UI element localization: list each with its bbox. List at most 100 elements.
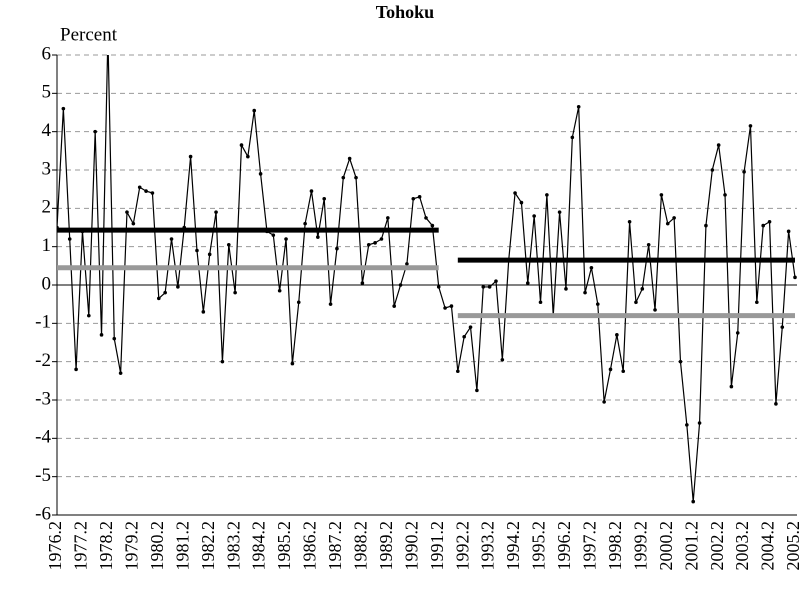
data-point [144, 189, 148, 193]
data-point [716, 143, 721, 147]
x-tick-label: 1990.2 [401, 521, 421, 571]
x-tick-label: 1997.2 [580, 521, 600, 571]
y-tick-label: -4 [35, 427, 51, 448]
x-tick-label: 1992.2 [452, 521, 472, 571]
data-point [602, 400, 606, 404]
data-point [500, 357, 505, 362]
y-tick-label: -6 [35, 503, 51, 524]
data-point [188, 154, 193, 159]
data-point [627, 219, 632, 224]
x-tick-label: 1985.2 [274, 521, 294, 571]
data-point [207, 252, 212, 257]
data-point [296, 300, 301, 305]
data-point [137, 185, 142, 190]
data-point [640, 287, 645, 291]
data-point [214, 210, 218, 214]
x-tick-label: 1982.2 [198, 521, 218, 571]
data-point [112, 336, 117, 341]
x-tick-label: 2000.2 [656, 521, 676, 571]
data-point [290, 361, 295, 366]
data-point [398, 283, 403, 287]
y-tick-label: -1 [35, 312, 51, 333]
x-tick-label: 2003.2 [732, 521, 752, 571]
data-point [748, 124, 753, 128]
x-tick-label: 1986.2 [300, 521, 320, 571]
data-point [755, 300, 759, 305]
x-tick-label: 1980.2 [147, 521, 167, 571]
data-point [347, 156, 352, 161]
data-point [589, 265, 594, 270]
data-point [646, 242, 651, 247]
data-point [201, 310, 206, 314]
data-point [653, 308, 657, 312]
data-point [392, 304, 396, 308]
data-point [131, 221, 136, 226]
data-point [277, 288, 282, 293]
data-point [233, 290, 237, 295]
y-tick-label: 3 [42, 158, 52, 179]
data-point [780, 325, 785, 329]
data-point [710, 168, 715, 172]
data-point [163, 290, 167, 295]
data-point [309, 189, 314, 193]
data-point [774, 402, 778, 406]
data-point [665, 221, 670, 226]
data-point [195, 248, 199, 253]
data-point [761, 223, 765, 228]
data-point [685, 423, 689, 427]
x-tick-label: 1996.2 [554, 521, 574, 571]
data-point [271, 233, 276, 237]
x-tick-label: 2005.2 [783, 521, 803, 571]
data-point [462, 334, 466, 339]
data-point [615, 333, 619, 337]
data-point [258, 172, 263, 176]
data-point [691, 499, 696, 504]
x-tick-label: 1991.2 [427, 521, 447, 571]
data-point [366, 242, 371, 247]
x-tick-label: 1995.2 [529, 521, 549, 571]
x-tick-label: 1978.2 [96, 521, 116, 571]
data-point [176, 285, 180, 289]
y-tick-label: 5 [42, 82, 52, 103]
data-point [125, 210, 129, 214]
data-point [354, 175, 358, 180]
data-point [519, 200, 524, 205]
data-point [169, 237, 174, 241]
data-point [735, 331, 740, 335]
data-point [659, 193, 664, 197]
data-point [595, 302, 600, 306]
x-tick-label: 1987.2 [325, 521, 345, 571]
data-point [557, 210, 562, 214]
x-tick-label: 1983.2 [223, 521, 243, 571]
data-point [67, 237, 72, 241]
data-point [742, 170, 746, 174]
y-tick-label: 1 [42, 235, 52, 256]
y-tick-label: -2 [35, 350, 51, 371]
y-axis-label: Percent [60, 24, 118, 45]
data-point [239, 143, 244, 147]
x-tick-label: 1989.2 [376, 521, 396, 571]
x-tick-label: 1977.2 [71, 521, 91, 571]
y-tick-label: 0 [42, 273, 52, 294]
x-tick-label: 1994.2 [503, 521, 523, 571]
data-point [316, 235, 320, 239]
data-point [583, 290, 587, 295]
y-tick-label: 6 [42, 43, 52, 64]
data-point [697, 421, 702, 425]
x-tick-label: 2001.2 [681, 521, 701, 571]
data-point [411, 196, 416, 201]
data-point [61, 106, 66, 111]
data-point [621, 369, 626, 374]
data-point [220, 359, 225, 364]
data-point [538, 300, 543, 305]
data-point [303, 221, 307, 226]
data-line [57, 227, 795, 263]
data-point [525, 281, 530, 285]
data-point [532, 214, 536, 218]
data-point [443, 306, 447, 310]
data-point [226, 242, 231, 247]
data-point [150, 191, 155, 195]
data-point [494, 279, 498, 283]
